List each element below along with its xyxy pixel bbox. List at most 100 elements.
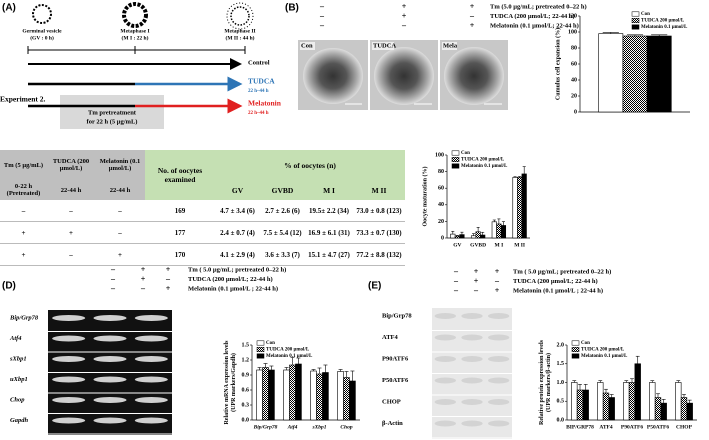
experiment-label: Experiment 2. bbox=[0, 95, 46, 104]
panel-a: Control TUDCA 22 h–44 h Melatonin 22 h–4… bbox=[0, 2, 282, 129]
bar bbox=[686, 402, 693, 421]
table-cell: – bbox=[95, 200, 145, 222]
y-tick-label: 60 bbox=[571, 61, 577, 67]
treatment-label: TUDCA (200 µmol/L; 22-44 h) bbox=[188, 276, 273, 283]
stage-label: (M II : 44 h) bbox=[225, 34, 254, 41]
x-tick-label: ATF4 bbox=[599, 424, 613, 430]
gel-label: ATF4 bbox=[382, 334, 399, 341]
gel-band bbox=[434, 356, 457, 362]
header-cell: No. of oocytes examined bbox=[145, 150, 215, 200]
legend-label: Con bbox=[461, 151, 470, 156]
bar bbox=[500, 225, 507, 239]
bar bbox=[660, 402, 667, 421]
table-cell: 170 bbox=[145, 243, 215, 266]
y-tick-label: 60 bbox=[438, 186, 444, 192]
legend-swatch bbox=[571, 340, 580, 346]
treatment-label: Tm ( 5.0 µg/mL; pretreated 0–22 h) bbox=[188, 266, 286, 273]
melatonin-time: 22 h–44 h bbox=[248, 111, 269, 116]
pretreatment-box bbox=[60, 95, 164, 129]
treatment-sign: – bbox=[110, 274, 116, 283]
treatment-sign: + bbox=[495, 286, 500, 295]
treatment-sign: + bbox=[402, 11, 407, 20]
treatment-sign: – bbox=[453, 286, 459, 295]
bar bbox=[295, 363, 302, 421]
gel-label: P50ATF6 bbox=[382, 377, 409, 384]
y-tick-label: 0 bbox=[441, 235, 444, 241]
treatment-sign: – bbox=[401, 21, 407, 30]
treatment-sign: + bbox=[166, 284, 171, 293]
x-tick-label: M I bbox=[495, 242, 504, 248]
bar bbox=[623, 382, 630, 421]
treatment-sign: + bbox=[402, 2, 407, 11]
legend-swatch bbox=[631, 24, 640, 30]
bar bbox=[628, 382, 636, 421]
header-cell: M II bbox=[353, 180, 405, 200]
gel-band bbox=[461, 399, 483, 405]
legend-label: Melatonin 0.1 µmol/L bbox=[461, 164, 508, 169]
panel-label: (B) bbox=[285, 3, 299, 14]
treatment-sign: – bbox=[494, 276, 500, 285]
oocyte-table: Tm (5 µg/mL) TUDCA (200 µmol/L) Melatoni… bbox=[0, 150, 405, 266]
gel-band bbox=[52, 315, 86, 321]
treatment-sign: + bbox=[495, 267, 500, 276]
legend-label: TUDCA 200 µmol/L bbox=[641, 19, 685, 24]
y-tick-label: 0.9 bbox=[242, 372, 250, 378]
table-cell: + bbox=[95, 243, 145, 266]
stage-label: Germinal vesicle bbox=[22, 28, 62, 34]
y-tick-label: 20 bbox=[571, 93, 577, 99]
table-cell: 4.7 ± 3.4 (6) bbox=[215, 200, 260, 222]
table-cell: – bbox=[95, 221, 145, 244]
gel-band bbox=[461, 356, 483, 362]
gel-band bbox=[52, 376, 86, 383]
control-label: Control bbox=[248, 59, 270, 66]
gel-label: sXbp1 bbox=[9, 355, 27, 362]
image-label: Con bbox=[301, 42, 313, 49]
legend-label: TUDCA 200 µmol/L bbox=[266, 348, 310, 353]
gel-band bbox=[52, 397, 86, 403]
treatment-sign: – bbox=[473, 286, 479, 295]
bar bbox=[283, 369, 290, 421]
melatonin-label: Melatonin bbox=[248, 99, 282, 108]
gel-label: Bip/Grp78 bbox=[382, 312, 412, 319]
x-tick-label: Bip/Grp78 bbox=[253, 424, 278, 430]
x-tick-label: GV bbox=[453, 242, 461, 248]
treatment-sign: – bbox=[319, 11, 325, 20]
bar bbox=[470, 235, 477, 239]
y-tick-label: 0 bbox=[574, 109, 577, 115]
bar bbox=[602, 392, 610, 421]
y-tick-label: 0.3 bbox=[242, 402, 250, 408]
y-tick-label: 1.5 bbox=[557, 361, 565, 367]
pretreatment-label: Tm pretreatment bbox=[88, 109, 137, 116]
oocyte-complex bbox=[444, 47, 504, 105]
table-cell: + bbox=[47, 221, 95, 244]
bar bbox=[649, 382, 656, 421]
legend-label: Con bbox=[266, 341, 275, 346]
treatment-label: TUDCA (200 µmol/L; 22-44 h) bbox=[490, 13, 575, 20]
treatment-sign: – bbox=[319, 21, 325, 30]
y-tick-label: 120 bbox=[568, 13, 577, 19]
treatment-sign: + bbox=[141, 274, 146, 283]
gel-band bbox=[488, 399, 510, 405]
gel-band bbox=[461, 313, 483, 319]
table-cell: – bbox=[0, 200, 47, 222]
y-tick-label: 80 bbox=[438, 169, 444, 175]
gel-band bbox=[134, 356, 168, 362]
gel-band bbox=[488, 313, 510, 319]
bar bbox=[517, 176, 523, 239]
bar bbox=[491, 221, 497, 239]
y-tick-label: 2.0 bbox=[557, 342, 565, 348]
treatment-label: Melatonin (0.1 µmol/L ; 22-44 h) bbox=[188, 285, 278, 292]
gel-band bbox=[93, 315, 127, 321]
y-axis-label: (UPR markers/Gapdh) bbox=[230, 353, 237, 412]
treatment-sign: + bbox=[474, 276, 479, 285]
gel-band bbox=[134, 417, 168, 424]
bar bbox=[521, 173, 527, 239]
x-tick-label: sXbp1 bbox=[311, 424, 326, 430]
treatment-sign: + bbox=[474, 267, 479, 276]
gel-label: uXbp1 bbox=[10, 376, 28, 383]
gel-band bbox=[461, 334, 483, 341]
panel-label: (D) bbox=[2, 281, 16, 292]
legend-swatch bbox=[451, 163, 460, 169]
bar bbox=[571, 382, 578, 421]
table-cell: 7.5 ± 5.4 (12) bbox=[260, 221, 305, 244]
